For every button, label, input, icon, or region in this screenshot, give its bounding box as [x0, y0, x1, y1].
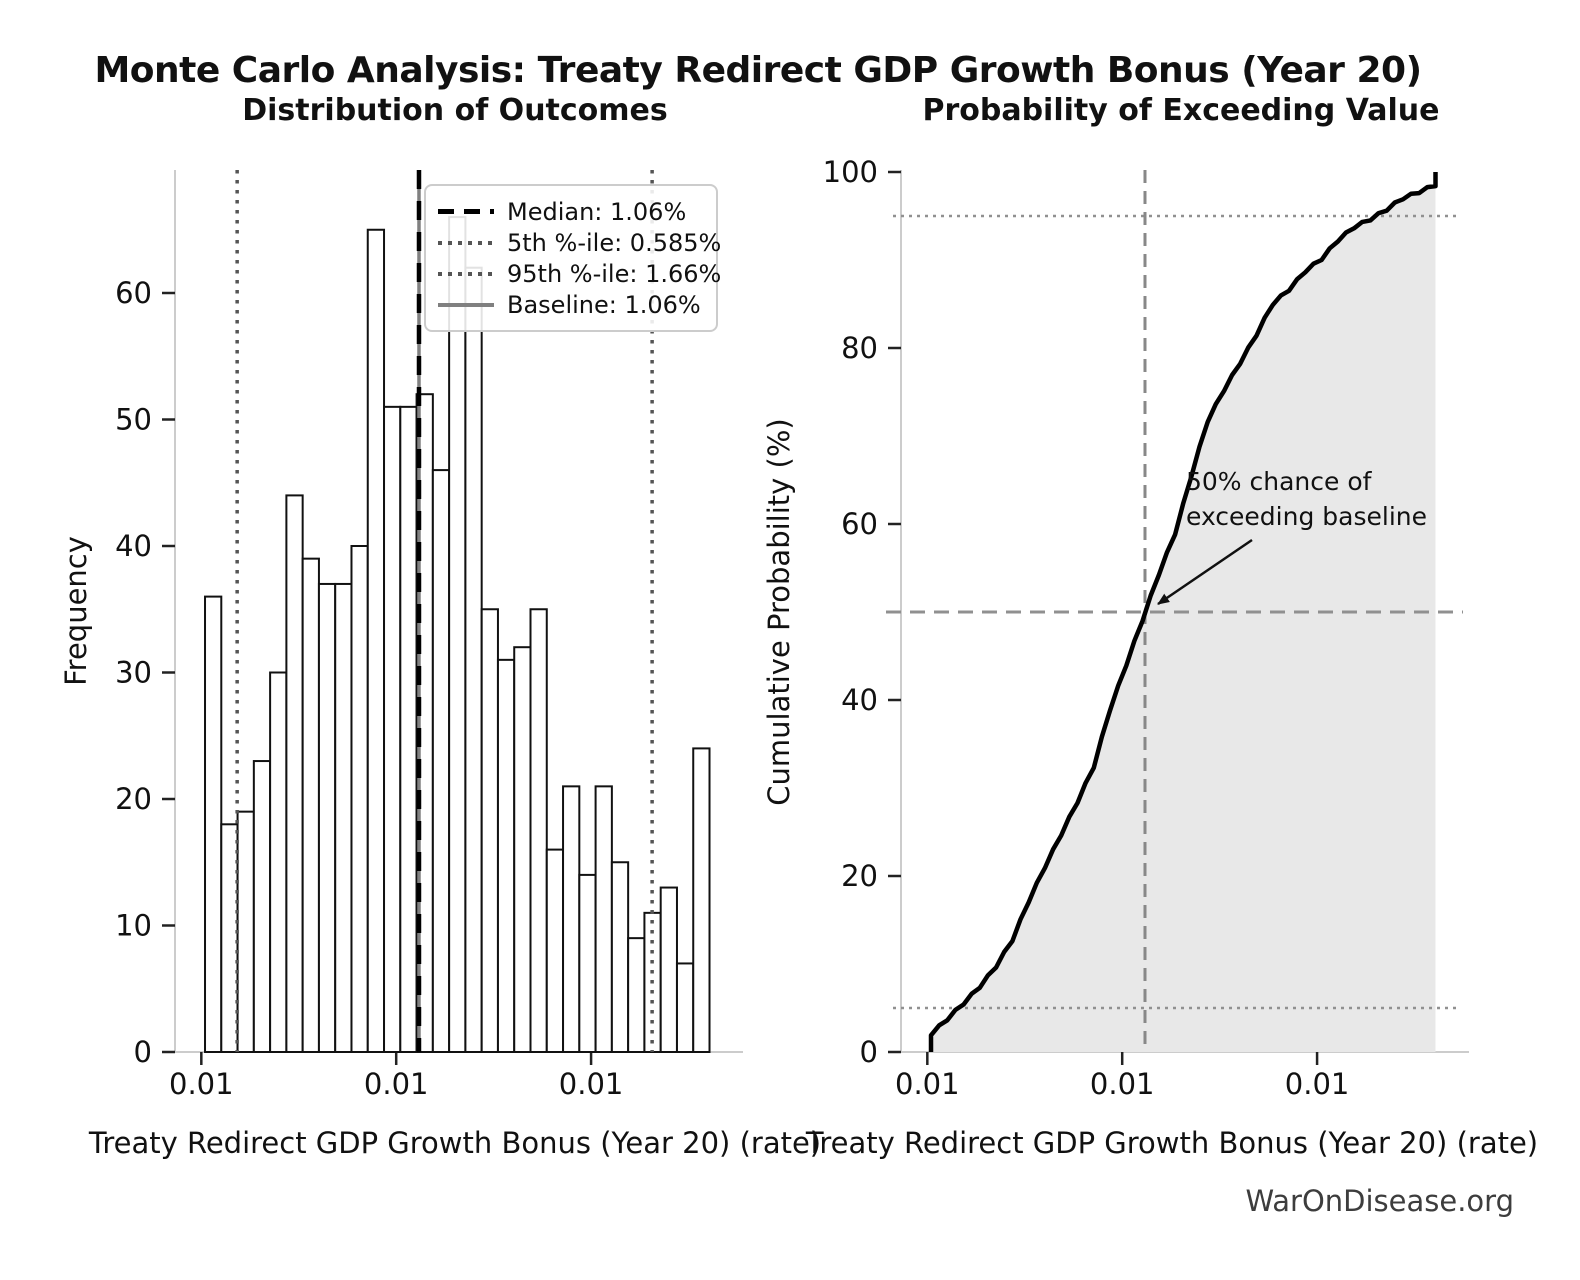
- legend-item-median: Median: 1.06%: [438, 196, 704, 227]
- left-x-tick-label: 0.01: [364, 1067, 429, 1101]
- histogram-bar: [366, 228, 386, 1053]
- annotation-arrow: [1157, 538, 1253, 606]
- histogram-bar: [236, 810, 255, 1054]
- right-x-tick-label: 0.01: [1090, 1067, 1155, 1101]
- right-y-axis-label: Cumulative Probability (%): [762, 418, 796, 806]
- left-y-tick-label: 10: [115, 909, 152, 943]
- histogram-bar: [448, 216, 467, 1054]
- histogram-bar: [399, 405, 418, 1054]
- left-y-tick-label: 60: [115, 276, 152, 310]
- median-line-sample-icon: [438, 209, 494, 214]
- histogram-bar: [317, 582, 337, 1053]
- percentile-95-line-sample-icon: [438, 271, 494, 276]
- legend-item-baseline: Baseline: 1.06%: [438, 289, 704, 320]
- left-y-axis-label: Frequency: [59, 536, 93, 686]
- right-x-axis-label: Treaty Redirect GDP Growth Bonus (Year 2…: [805, 1126, 1539, 1160]
- right-x-tick-label: 0.01: [895, 1067, 960, 1101]
- left-x-axis-label: Treaty Redirect GDP Growth Bonus (Year 2…: [88, 1126, 822, 1160]
- histogram-bar: [383, 405, 402, 1054]
- histogram-bar: [496, 658, 516, 1053]
- histogram-bar: [578, 873, 597, 1054]
- baseline-line-sample-icon: [438, 302, 494, 307]
- right-y-tick-label: 0: [860, 1035, 878, 1069]
- right-panel-title: Probability of Exceeding Value: [922, 93, 1440, 128]
- right-y-tick-label: 20: [841, 859, 878, 893]
- histogram-bar: [431, 469, 451, 1054]
- left-y-tick-label: 50: [115, 403, 152, 437]
- histogram-bar: [464, 266, 483, 1053]
- legend-label: 95th %-ile: 1.66%: [507, 259, 722, 288]
- histogram-bar: [350, 545, 369, 1053]
- legend-label: Baseline: 1.06%: [507, 290, 701, 319]
- percentile-5-line-sample-icon: [438, 240, 494, 245]
- legend: Median: 1.06% 5th %-ile: 0.585% 95th %-i…: [424, 184, 721, 332]
- histogram-bar: [659, 886, 678, 1053]
- histogram-bar: [252, 760, 272, 1053]
- right-y-tick-label: 100: [823, 155, 878, 189]
- cdf-annotation-line2: exceeding baseline: [1186, 502, 1427, 531]
- histogram-bar: [692, 747, 711, 1054]
- histogram-bar: [285, 494, 304, 1053]
- left-y-tick-label: 40: [115, 529, 152, 563]
- left-panel-title: Distribution of Outcomes: [242, 93, 668, 128]
- legend-label: Median: 1.06%: [507, 197, 687, 226]
- right-y-tick-label: 80: [841, 331, 878, 365]
- histogram-bar: [220, 823, 239, 1053]
- histogram-bar: [204, 595, 223, 1053]
- histogram-bar: [545, 848, 565, 1053]
- histogram-bar: [627, 937, 646, 1054]
- cdf-annotation-line1: 50% chance of: [1186, 467, 1372, 496]
- cdf-annotation: 50% chance of exceeding baseline: [1186, 464, 1427, 534]
- histogram-bar: [562, 785, 581, 1053]
- cdf-curve: [928, 172, 1438, 1052]
- left-y-tick-label: 30: [115, 656, 152, 690]
- left-x-tick-label: 0.01: [169, 1067, 234, 1101]
- figure-title: Monte Carlo Analysis: Treaty Redirect GD…: [94, 50, 1422, 91]
- histogram-bar: [610, 861, 630, 1053]
- histogram-bar: [675, 962, 695, 1054]
- histogram-bar: [594, 785, 613, 1053]
- left-y-tick-label: 0: [134, 1035, 152, 1069]
- histogram-bar: [529, 608, 548, 1053]
- legend-label: 5th %-ile: 0.585%: [507, 228, 722, 257]
- left-x-tick-label: 0.01: [559, 1067, 624, 1101]
- histogram-bar: [480, 608, 499, 1053]
- histogram-bar: [334, 582, 353, 1053]
- watermark: WarOnDisease.org: [1245, 1184, 1514, 1218]
- legend-item-p95: 95th %-ile: 1.66%: [438, 258, 721, 289]
- right-y-tick-label: 40: [841, 683, 878, 717]
- right-x-tick-label: 0.01: [1285, 1067, 1350, 1101]
- legend-item-p5: 5th %-ile: 0.585%: [438, 227, 721, 258]
- histogram-bar: [269, 671, 288, 1053]
- right-y-tick-label: 60: [841, 507, 878, 541]
- histogram-bar: [301, 557, 320, 1054]
- left-y-tick-label: 20: [115, 782, 152, 816]
- histogram-bar: [513, 646, 532, 1053]
